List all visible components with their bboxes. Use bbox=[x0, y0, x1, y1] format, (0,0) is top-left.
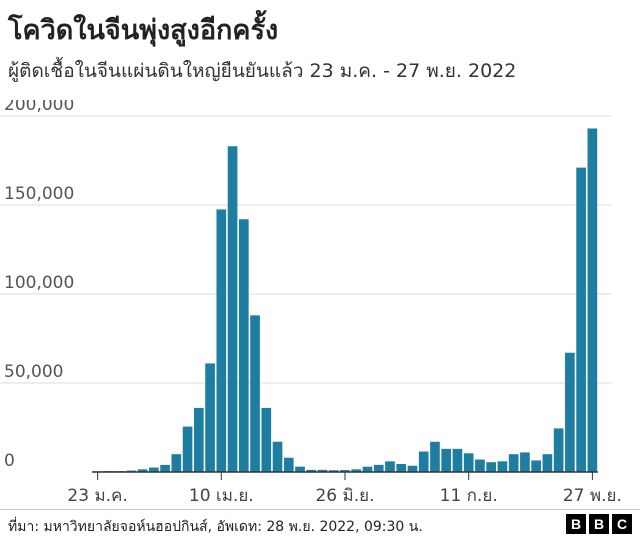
bar bbox=[238, 219, 249, 472]
bar bbox=[171, 454, 182, 472]
bar bbox=[295, 466, 305, 472]
page-title: โควิดในจีนพุ่งสูงอีกครั้ง bbox=[8, 15, 279, 46]
bar bbox=[160, 464, 170, 472]
x-axis: 23 ม.ค. 10 เม.ย. 26 มิ.ย. 11 ก.ย. 27 พ.ย. bbox=[67, 471, 622, 506]
y-tick-label: 0 bbox=[4, 451, 15, 471]
bar bbox=[587, 128, 598, 472]
footer-divider bbox=[0, 509, 640, 510]
bar bbox=[430, 441, 440, 472]
bar bbox=[463, 453, 474, 472]
bar bbox=[418, 451, 429, 472]
bar bbox=[351, 469, 362, 472]
bbc-logo-c: C bbox=[612, 514, 632, 534]
bar bbox=[283, 457, 294, 472]
bar bbox=[328, 470, 339, 472]
x-tick-label: 27 พ.ย. bbox=[563, 486, 622, 506]
x-tick-label: 11 ก.ย. bbox=[440, 486, 498, 506]
bar-chart: 0 50,000 100,000 150,000 200,000 23 ม.ค. 10 เ… bbox=[0, 100, 622, 506]
bar bbox=[396, 463, 407, 472]
bars bbox=[92, 128, 598, 472]
bar bbox=[475, 459, 485, 472]
y-tick-label: 150,000 bbox=[4, 184, 74, 204]
x-tick-label: 10 เม.ย. bbox=[189, 486, 254, 506]
x-tick-label: 23 ม.ค. bbox=[67, 486, 127, 506]
gridlines: 0 50,000 100,000 150,000 200,000 bbox=[0, 100, 612, 471]
bar bbox=[306, 469, 317, 472]
y-tick-label: 200,000 bbox=[4, 100, 74, 115]
bar bbox=[452, 448, 463, 472]
bar bbox=[441, 448, 452, 472]
bar bbox=[373, 464, 384, 472]
bar bbox=[193, 407, 204, 472]
y-tick-label: 100,000 bbox=[4, 273, 74, 293]
bar bbox=[182, 426, 193, 472]
bar bbox=[216, 209, 227, 472]
bar bbox=[542, 454, 553, 472]
bar bbox=[340, 470, 350, 472]
bar bbox=[407, 465, 418, 472]
bar bbox=[250, 315, 260, 472]
bar bbox=[486, 462, 497, 472]
bar bbox=[149, 467, 159, 472]
bar bbox=[385, 461, 395, 472]
bbc-logo-b2: B bbox=[589, 514, 609, 534]
x-tick-label: 26 มิ.ย. bbox=[315, 486, 374, 506]
y-tick-label: 50,000 bbox=[4, 362, 63, 382]
bar bbox=[576, 167, 586, 472]
bar bbox=[137, 469, 148, 472]
bar bbox=[272, 441, 283, 472]
bar bbox=[520, 452, 530, 472]
bar bbox=[553, 428, 564, 472]
page-subtitle: ผู้ติดเชื้อในจีนแผ่นดินใหญ่ยืนยันแล้ว 23… bbox=[8, 60, 517, 82]
bbc-logo: B B C bbox=[566, 514, 632, 534]
bbc-logo-b1: B bbox=[566, 514, 586, 534]
bar bbox=[497, 461, 508, 472]
bar bbox=[205, 363, 215, 472]
bar bbox=[261, 407, 272, 472]
bar bbox=[362, 466, 373, 472]
bar bbox=[227, 146, 238, 472]
source-note: ที่มา: มหาวิทยาลัยจอห์นฮอปกินส์, อัพเดท:… bbox=[8, 519, 423, 535]
bar bbox=[317, 469, 328, 472]
bar bbox=[508, 454, 519, 472]
bar bbox=[531, 460, 541, 472]
bar bbox=[565, 352, 575, 472]
